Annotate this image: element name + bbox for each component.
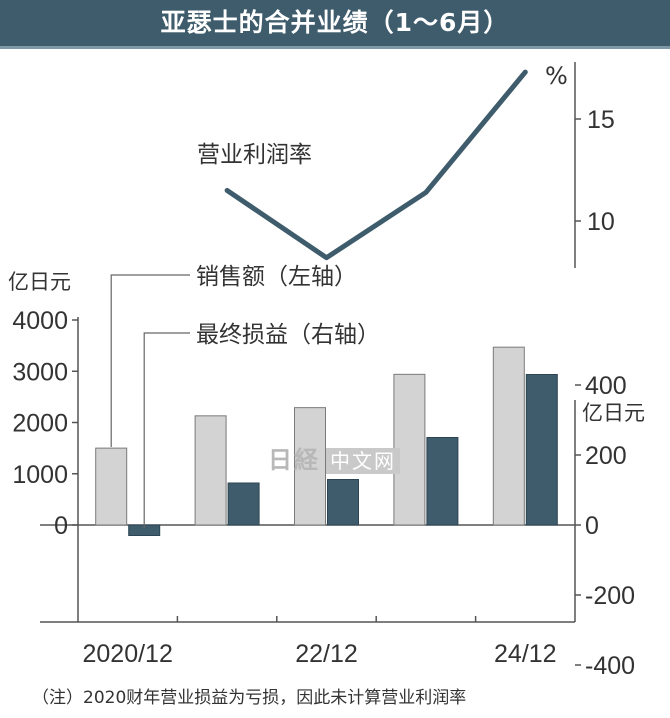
left-tick-label: 3000 xyxy=(12,358,68,386)
title-bar xyxy=(0,0,670,49)
sales-leader-line xyxy=(110,274,190,447)
left-axis-unit: 亿日元 xyxy=(8,270,71,294)
margin-line xyxy=(224,69,528,261)
left-tick-label: 4000 xyxy=(12,307,68,335)
sales-bar xyxy=(95,447,128,526)
right-tick-label: -200 xyxy=(585,582,635,610)
sales-bar xyxy=(194,415,227,526)
profit-bar xyxy=(327,479,359,526)
right-tick-label: 0 xyxy=(585,512,599,540)
rate-tick-label: 10 xyxy=(587,208,615,236)
profit-bar xyxy=(227,482,260,526)
sales-legend-label: 销售额（左轴） xyxy=(196,264,357,290)
watermark-site: 中文网 xyxy=(326,448,400,474)
right-tick-label: 400 xyxy=(585,372,627,400)
left-tick-label: 2000 xyxy=(12,410,68,438)
profit-legend-label: 最终损益（右轴） xyxy=(196,322,380,348)
chart-title: 亚瑟士的合并业绩（1～6月） xyxy=(160,8,510,37)
left-tick-label: 1000 xyxy=(12,461,68,489)
left-tick-label: 0 xyxy=(54,512,68,540)
rate-tick-label: 15 xyxy=(587,106,615,134)
x-tick-label: 24/12 xyxy=(494,640,557,668)
x-tick-label: 2020/12 xyxy=(83,640,173,668)
right-tick-label: -400 xyxy=(585,652,635,680)
watermark: 日経 中文网 xyxy=(268,440,400,475)
sales-bar xyxy=(492,346,525,526)
x-tick-label: 22/12 xyxy=(295,640,358,668)
profit-bar xyxy=(525,374,558,526)
right-axis-unit: 亿日元 xyxy=(582,401,645,425)
sales-bar xyxy=(294,407,326,526)
rate-axis-unit: % xyxy=(545,62,568,90)
footnote: （注）2020财年营业损益为亏损，因此未计算营业利润率 xyxy=(32,688,467,708)
margin-line-label: 营业利润率 xyxy=(197,142,312,168)
profit-bar xyxy=(426,437,459,526)
watermark-logo: 日経 xyxy=(268,446,320,474)
profit-leader-line xyxy=(143,332,190,528)
right-tick-label: 200 xyxy=(585,442,627,470)
